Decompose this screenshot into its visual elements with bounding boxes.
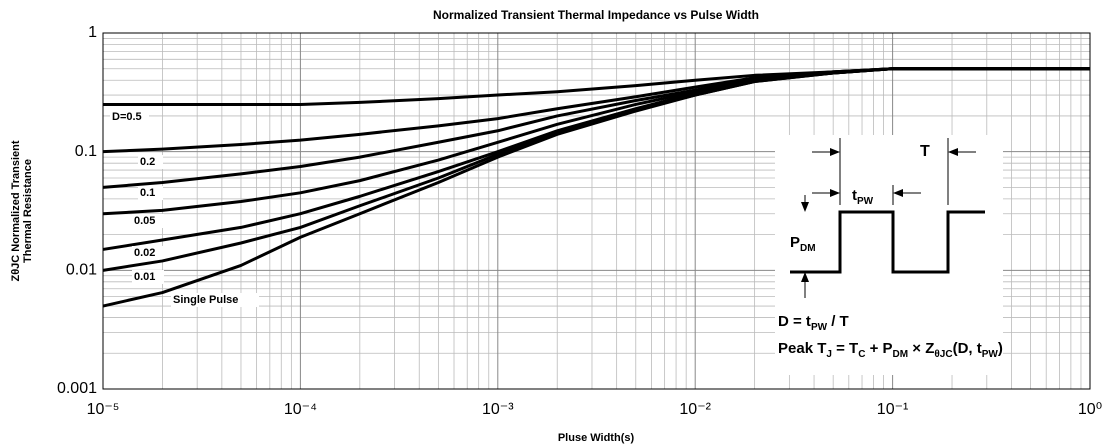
annotation-text: D = t [778,313,811,330]
waveform [790,210,985,274]
annotation-text: + P [865,340,892,357]
annotation: D = tPW / T [778,313,849,333]
annotation: T [920,143,930,160]
subscript: DM [893,349,909,360]
chart-title: Normalized Transient Thermal Impedance v… [433,8,759,22]
y-axis-label: ZθJC Normalized Transient Thermal Resist… [10,140,34,281]
x-tick-label: 10⁻³ [482,401,514,418]
annotation-text: = T [832,340,858,357]
x-tick-label: 10⁻⁴ [284,401,317,418]
annotation-text: P [790,234,800,251]
series-line [103,67,1090,106]
annotation-text: / T [827,313,849,330]
series-label: 0.2 [140,156,155,168]
series-label-bg [132,214,164,228]
series-label-bg [138,186,163,200]
y-axis-label-line: ZθJC Normalized Transient [10,140,22,281]
series-label: 0.02 [134,247,155,259]
subscript: DM [800,243,816,254]
subscript: PW [811,322,828,333]
arrow-heads [801,148,958,282]
annotation-text: ) [998,340,1003,357]
series-label-bg [138,155,163,169]
annotation-text: T [920,143,930,160]
subscript: θJC [934,349,952,360]
subscript: C [858,349,865,360]
lines: D=0.5 0.2 0.1 0.05 0.02 0.01 Single Pulse [102,67,1090,308]
series-line [102,67,1090,308]
y-tick-label: 0.001 [57,380,97,397]
series-label-bg [110,110,149,124]
x-axis-label: Pluse Width(s) [558,432,635,444]
annotation: Peak TJ = TC + PDM × ZθJC(D, tPW) [778,340,1003,360]
series-label-bg [171,293,259,307]
series-label: 0.05 [134,215,155,227]
inset-background [775,135,1003,375]
annotation-text: Peak T [778,340,826,357]
series-label: Single Pulse [173,294,238,306]
annotation-text: t [852,187,857,204]
subscript: J [826,349,832,360]
annotation: tPW [852,187,874,207]
annotation: PDM [790,234,816,254]
annotation-text: (D, t [953,340,982,357]
subscript: PW [857,196,874,207]
x-tick-label: 10⁻¹ [877,401,909,418]
x-tick-label: 10⁻² [679,401,711,418]
y-tick-label: 1 [88,24,97,41]
series-label: 0.01 [134,271,155,283]
series-label-bg [132,270,164,284]
y-axis-label-line: Thermal Resistance [22,159,34,263]
series-label-bg [132,246,164,260]
y-tick-label: 0.01 [66,262,97,279]
subscript: PW [982,349,999,360]
plot-frame [102,32,1091,390]
x-tick-label: 10⁻⁵ [87,401,120,418]
annotation-text: × Z [908,340,934,357]
series-label: 0.1 [140,187,155,199]
series-label: D=0.5 [112,111,142,123]
x-tick-label: 10⁰ [1078,401,1102,418]
y-tick-label: 0.1 [75,143,97,160]
